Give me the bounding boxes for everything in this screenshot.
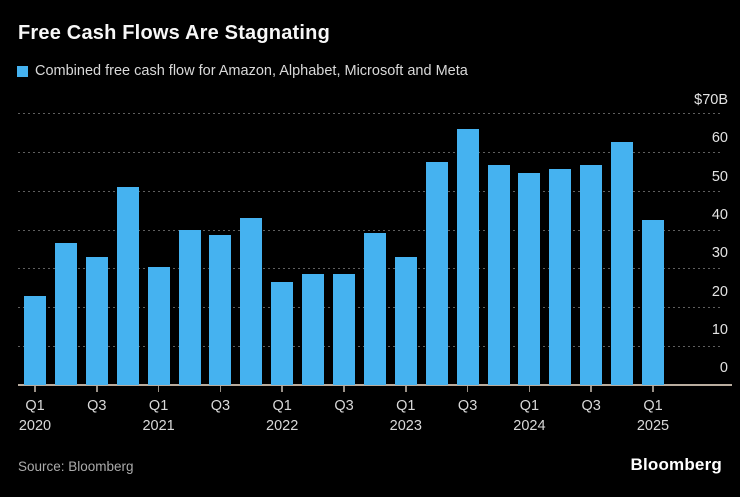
x-axis-year-label: 2024: [513, 418, 546, 434]
y-axis-label: $70B: [694, 92, 728, 108]
bar: [240, 217, 263, 385]
x-axis-quarter-label: Q1: [519, 398, 540, 414]
bar: [302, 274, 325, 385]
x-axis-quarter-label: Q3: [210, 398, 231, 414]
x-axis-year-label: 2025: [636, 418, 670, 434]
x-axis-year-label: 2020: [18, 418, 52, 434]
x-axis-tick: [405, 385, 407, 392]
x-axis-quarter-label: Q1: [396, 398, 416, 414]
x-axis-tick: [528, 385, 531, 392]
bar: [487, 165, 510, 385]
x-axis-tick: [96, 385, 98, 392]
x-axis-quarter-label: Q1: [643, 398, 663, 414]
plot-area: [18, 113, 723, 385]
bar: [518, 173, 541, 385]
x-axis-quarter-label: Q3: [581, 398, 601, 414]
x-axis-tick: [157, 385, 160, 392]
x-axis-tick: [590, 385, 592, 392]
legend-swatch: [17, 65, 28, 77]
bar: [611, 142, 634, 385]
y-axis-label: 20: [711, 283, 728, 300]
bar: [425, 161, 448, 385]
x-axis-quarter-label: Q3: [334, 398, 354, 414]
bar: [116, 186, 139, 385]
bar: [85, 256, 108, 385]
y-axis-label: 10: [711, 321, 728, 338]
x-axis-quarter-label: Q1: [272, 398, 292, 414]
bar: [54, 243, 77, 385]
y-axis-label: 40: [711, 206, 728, 223]
gridline-70: [18, 113, 723, 114]
bloomberg-logo: Bloomberg: [630, 455, 722, 474]
legend: Combined free cash flow for Amazon, Alph…: [17, 63, 468, 79]
chart-title: Free Cash Flows Are Stagnating: [18, 22, 330, 44]
bar: [394, 256, 417, 385]
bar: [333, 274, 355, 385]
y-axis-label: 0: [719, 360, 728, 377]
bar: [147, 266, 170, 385]
x-axis-tick: [219, 385, 222, 392]
gridline-40: [18, 229, 723, 231]
y-axis-label: 50: [711, 168, 728, 185]
x-axis-tick: [34, 385, 36, 392]
gridline-50: [18, 190, 723, 192]
y-axis-label: 60: [711, 130, 728, 147]
legend-label: Combined free cash flow for Amazon, Alph…: [35, 63, 468, 79]
bar: [271, 282, 294, 385]
y-axis-label: 30: [711, 245, 728, 262]
x-axis-year-label: 2023: [389, 418, 422, 434]
x-axis-year-label: 2022: [266, 418, 299, 434]
x-axis-quarter-label: Q1: [148, 398, 169, 414]
gridline-60: [18, 151, 723, 153]
bar: [580, 165, 603, 385]
x-axis-tick: [281, 385, 283, 392]
bar: [24, 295, 46, 385]
source-note: Source: Bloomberg: [18, 459, 134, 474]
bar: [642, 219, 664, 385]
bar: [178, 229, 201, 385]
x-axis-quarter-label: Q3: [87, 398, 107, 414]
bar: [549, 169, 572, 385]
x-axis-tick: [652, 385, 654, 392]
bar: [456, 128, 479, 385]
x-axis-tick: [466, 385, 469, 392]
x-axis-year-label: 2021: [142, 418, 175, 434]
x-axis-quarter-label: Q3: [457, 398, 478, 414]
bar: [363, 233, 386, 385]
x-axis-quarter-label: Q1: [25, 398, 45, 414]
x-axis-tick: [343, 385, 345, 392]
bar: [209, 235, 232, 385]
